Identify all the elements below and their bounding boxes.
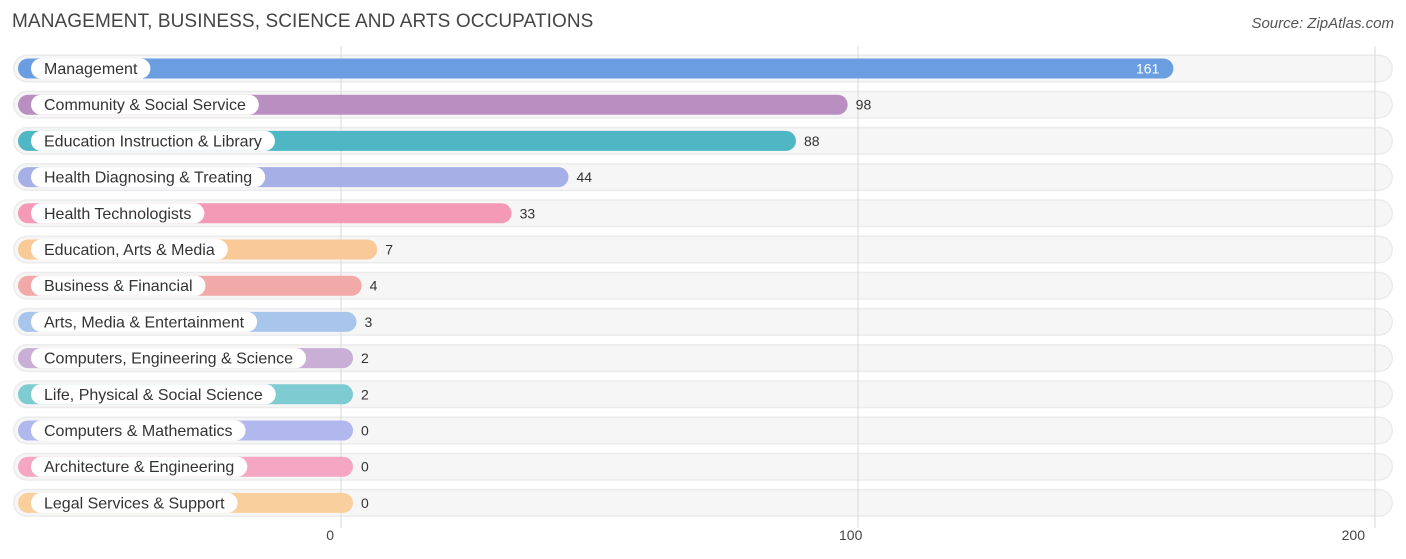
- value-label: 88: [804, 133, 820, 149]
- bar: [18, 58, 1174, 79]
- value-label: 98: [856, 97, 872, 113]
- category-label: Architecture & Engineering: [44, 459, 234, 476]
- label-pill: [31, 348, 307, 369]
- value-label: 33: [520, 205, 536, 221]
- x-tick-label: 0: [326, 527, 334, 543]
- chart-source: Source: ZipAtlas.com: [1251, 15, 1394, 32]
- value-label: 44: [576, 169, 592, 185]
- row-inner: [14, 490, 1392, 516]
- value-label: 7: [385, 242, 393, 258]
- label-pill: [31, 275, 206, 296]
- category-label: Health Diagnosing & Treating: [44, 170, 252, 187]
- label-pill: [31, 239, 228, 260]
- label-pill: [31, 311, 258, 332]
- label-pill: [31, 203, 205, 224]
- x-tick-label: 100: [839, 527, 863, 543]
- category-label: Legal Services & Support: [44, 495, 225, 512]
- value-label: 4: [370, 278, 378, 294]
- category-label: Life, Physical & Social Science: [44, 387, 263, 404]
- row-inner: [14, 381, 1392, 407]
- label-pill: [31, 492, 238, 513]
- label-pill: [31, 456, 248, 477]
- value-label: 161: [1136, 61, 1160, 77]
- label-pill: [31, 130, 275, 151]
- row-inner: [14, 345, 1392, 371]
- value-label: 2: [361, 386, 369, 402]
- label-pill: [31, 384, 276, 405]
- category-label: Arts, Media & Entertainment: [44, 314, 245, 331]
- category-label: Management: [44, 61, 138, 78]
- value-label: 2: [361, 350, 369, 366]
- label-pill: [31, 94, 259, 115]
- row-inner: [14, 418, 1392, 443]
- category-label: Community & Social Service: [44, 97, 246, 114]
- x-tick-label: 200: [1342, 527, 1366, 543]
- chart-title: MANAGEMENT, BUSINESS, SCIENCE AND ARTS O…: [12, 11, 594, 32]
- label-pill: [31, 167, 266, 188]
- category-label: Education Instruction & Library: [44, 133, 262, 150]
- value-label: 0: [361, 423, 369, 439]
- row-inner: [14, 309, 1392, 335]
- value-label: 0: [361, 495, 369, 511]
- value-label: 0: [361, 459, 369, 475]
- category-label: Business & Financial: [44, 278, 193, 295]
- category-label: Health Technologists: [44, 206, 191, 223]
- category-label: Computers, Engineering & Science: [44, 351, 293, 368]
- label-pill: [31, 420, 246, 441]
- row-inner: [14, 454, 1392, 480]
- category-label: Computers & Mathematics: [44, 423, 233, 440]
- value-label: 3: [365, 314, 373, 330]
- label-pill: [31, 58, 151, 79]
- category-label: Education, Arts & Media: [44, 242, 215, 259]
